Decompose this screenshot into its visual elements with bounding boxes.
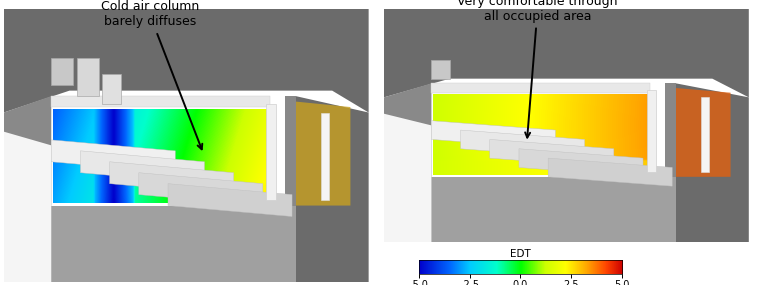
Polygon shape bbox=[676, 83, 749, 242]
Polygon shape bbox=[384, 114, 432, 242]
Polygon shape bbox=[384, 9, 749, 97]
Polygon shape bbox=[296, 101, 350, 205]
Polygon shape bbox=[81, 151, 204, 184]
Text: Very comfortable through
all occupied area: Very comfortable through all occupied ar… bbox=[458, 0, 617, 138]
Bar bbox=[77, 58, 98, 96]
Bar bbox=[432, 60, 449, 79]
Text: Cold air column
barely diffuses: Cold air column barely diffuses bbox=[101, 1, 202, 149]
Polygon shape bbox=[285, 96, 296, 205]
Polygon shape bbox=[110, 162, 233, 195]
Polygon shape bbox=[490, 139, 614, 168]
Polygon shape bbox=[168, 184, 292, 217]
Bar bbox=[51, 58, 73, 85]
Polygon shape bbox=[519, 149, 643, 177]
Polygon shape bbox=[51, 140, 175, 173]
Polygon shape bbox=[51, 205, 296, 282]
Polygon shape bbox=[4, 9, 369, 113]
Polygon shape bbox=[384, 83, 432, 242]
Polygon shape bbox=[432, 121, 555, 149]
Bar bbox=[102, 74, 121, 104]
Polygon shape bbox=[51, 96, 270, 107]
Polygon shape bbox=[432, 83, 650, 93]
Polygon shape bbox=[139, 173, 263, 205]
Polygon shape bbox=[4, 132, 51, 282]
Bar bbox=[701, 97, 710, 172]
Bar bbox=[266, 104, 276, 200]
Polygon shape bbox=[676, 88, 730, 177]
Polygon shape bbox=[296, 96, 369, 282]
Polygon shape bbox=[461, 130, 584, 158]
Polygon shape bbox=[432, 177, 676, 242]
Polygon shape bbox=[665, 83, 676, 177]
Bar bbox=[321, 113, 329, 200]
Bar bbox=[647, 90, 656, 172]
Polygon shape bbox=[548, 158, 672, 186]
Title: EDT: EDT bbox=[510, 249, 531, 259]
Polygon shape bbox=[4, 96, 51, 282]
